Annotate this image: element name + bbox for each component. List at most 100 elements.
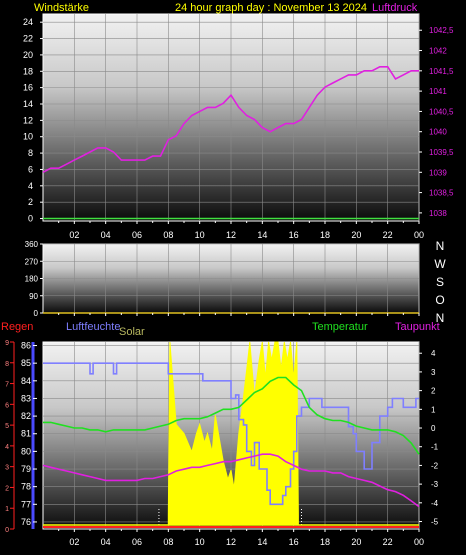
left-tick-label: 10: [23, 132, 33, 142]
x-tick-label: 20: [351, 537, 361, 547]
compass-label: N: [436, 239, 445, 253]
left-tick-label: 180: [25, 275, 39, 284]
top-axes-group: 02468101214161820222410381038,510391039,…: [23, 17, 454, 240]
compass-label: W: [434, 257, 446, 271]
left-tick-label: 20: [23, 50, 33, 60]
left-tick-label: 0: [28, 214, 33, 224]
x-tick-label: 10: [195, 230, 205, 240]
left-tick-label: 4: [28, 181, 33, 191]
humidity-tick-label: 78: [21, 482, 31, 492]
temp-tick-label: -3: [431, 480, 439, 489]
x-tick-label: 00: [414, 230, 424, 240]
compass-label: O: [435, 293, 444, 307]
left-tick-label: 270: [25, 257, 39, 266]
x-tick-label: 20: [351, 230, 361, 240]
x-tick-label: 22: [383, 537, 393, 547]
temp-tick-label: -2: [431, 461, 439, 470]
series-solar-area: [167, 341, 299, 526]
header-left-label: Windstärke: [34, 2, 89, 14]
x-tick-label: 10: [195, 537, 205, 547]
right-tick-label: 1039,5: [429, 148, 454, 157]
bottom-series-group: [42, 341, 420, 528]
humidity-tick-label: 86: [21, 341, 31, 351]
rain-tick-label: 7: [5, 382, 9, 389]
left-tick-label: 6: [28, 164, 33, 174]
x-tick-label: 12: [226, 230, 236, 240]
left-tick-label: 360: [25, 240, 39, 249]
x-tick-label: 16: [289, 537, 299, 547]
left-tick-label: 22: [23, 34, 33, 44]
x-tick-label: 12: [226, 537, 236, 547]
series-temperature-line: [43, 376, 420, 455]
header-title: 24 hour graph day : November 13 2024: [175, 2, 367, 14]
x-tick-label: 18: [320, 230, 330, 240]
series-dewpoint-line: [42, 453, 420, 508]
x-tick-label: 06: [132, 230, 142, 240]
x-tick-label: 18: [320, 537, 330, 547]
legend-dewpoint: Taupunkt: [395, 321, 440, 333]
humidity-tick-label: 82: [21, 411, 31, 421]
x-tick-label: 08: [163, 537, 173, 547]
right-tick-label: 1041,5: [429, 67, 454, 76]
left-tick-label: 24: [23, 17, 33, 27]
humidity-tick-label: 80: [21, 446, 31, 456]
x-tick-label: 02: [69, 230, 79, 240]
temp-tick-label: -5: [431, 518, 439, 527]
right-tick-label: 1042: [429, 47, 447, 56]
left-tick-label: 90: [29, 292, 38, 301]
series-humidity-line: [43, 362, 419, 506]
right-tick-label: 1039: [429, 168, 447, 177]
top-series-group: [42, 66, 419, 220]
x-tick-label: 14: [257, 537, 267, 547]
rain-tick-label: 3: [5, 465, 9, 472]
right-tick-label: 1041: [429, 87, 447, 96]
series-pressure-line: [42, 66, 419, 174]
temp-tick-label: 3: [431, 368, 436, 377]
left-tick-label: 16: [23, 83, 33, 93]
rain-tick-label: 8: [5, 361, 9, 368]
humidity-tick-label: 84: [21, 376, 31, 386]
humidity-tick-label: 83: [21, 393, 31, 403]
x-tick-label: 04: [101, 537, 111, 547]
rain-tick-label: 0: [5, 527, 9, 534]
x-tick-label: 14: [257, 230, 267, 240]
x-tick-label: 16: [289, 230, 299, 240]
left-tick-label: 2: [28, 197, 33, 207]
x-tick-label: 08: [163, 230, 173, 240]
bottom-axes-group: 01234567897677787980818283848586-5-4-3-2…: [5, 340, 439, 547]
rain-tick-label: 9: [5, 340, 9, 347]
humidity-tick-label: 77: [21, 499, 31, 509]
x-tick-label: 02: [69, 537, 79, 547]
right-tick-label: 1038,5: [429, 189, 454, 198]
right-tick-label: 1040: [429, 128, 447, 137]
humidity-tick-label: 81: [21, 429, 31, 439]
rain-tick-label: 6: [5, 402, 9, 409]
temp-tick-label: -4: [431, 499, 439, 508]
rain-tick-label: 4: [5, 444, 9, 451]
temp-tick-label: 2: [431, 387, 436, 396]
legend-humidity: Luftfeuchte: [66, 321, 120, 333]
legend-solar: Solar: [119, 326, 145, 338]
rain-tick-label: 1: [5, 506, 9, 513]
temp-tick-label: 4: [431, 349, 436, 358]
humidity-tick-label: 79: [21, 464, 31, 474]
legend-temperature: Temperatur: [312, 321, 368, 333]
right-tick-label: 1040,5: [429, 107, 454, 116]
left-tick-label: 18: [23, 66, 33, 76]
compass-label: S: [436, 275, 444, 289]
humidity-tick-label: 76: [21, 517, 31, 527]
x-tick-label: 22: [383, 230, 393, 240]
header-right-label: Luftdruck: [372, 2, 418, 14]
humidity-tick-label: 85: [21, 358, 31, 368]
left-tick-label: 14: [23, 99, 33, 109]
right-tick-label: 1038: [429, 209, 447, 218]
temp-tick-label: 0: [431, 424, 436, 433]
legend-rain: Regen: [1, 321, 33, 333]
x-tick-label: 00: [414, 537, 424, 547]
left-tick-label: 12: [23, 115, 33, 125]
rain-tick-label: 2: [5, 485, 9, 492]
left-tick-label: 0: [34, 309, 39, 318]
right-tick-label: 1042,5: [429, 26, 454, 35]
